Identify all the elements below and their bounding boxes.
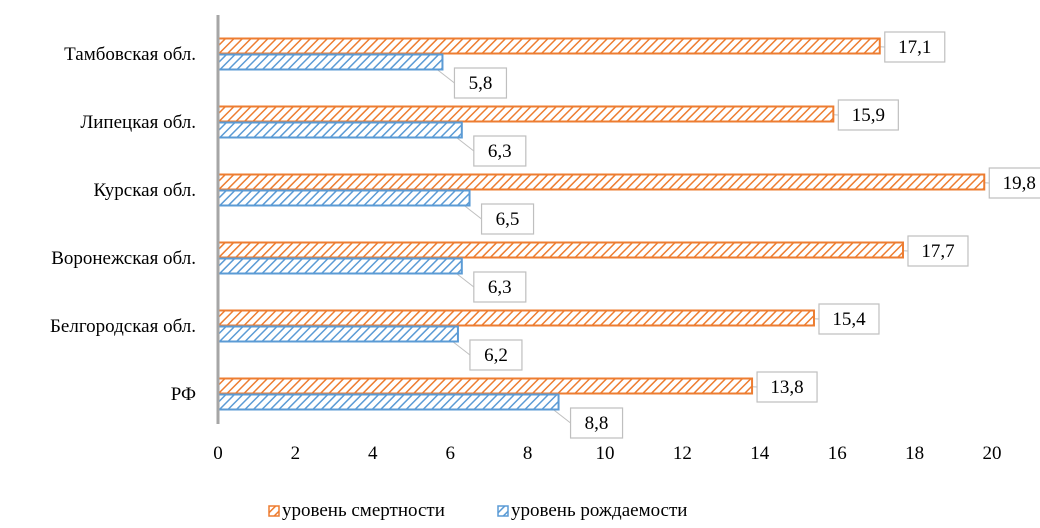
data-label-mortality: 17,7 bbox=[921, 241, 954, 262]
x-tick-label: 2 bbox=[291, 443, 301, 464]
bar-birth bbox=[217, 257, 463, 275]
category-labels: Тамбовская обл. Липецкая обл. Курская обл.… bbox=[50, 44, 196, 405]
data-label-birth: 6,3 bbox=[488, 141, 512, 162]
category-label: Липецкая обл. bbox=[80, 112, 196, 133]
x-tick-label: 10 bbox=[596, 443, 615, 464]
legend-label-mortality: уровень смертности bbox=[282, 500, 445, 521]
data-label-box bbox=[756, 371, 818, 403]
x-tick-label: 0 bbox=[213, 443, 223, 464]
bar-birth bbox=[217, 189, 471, 207]
data-label-birth: 6,3 bbox=[488, 277, 512, 298]
data-label-box bbox=[569, 407, 624, 439]
legend-swatch-birth bbox=[497, 505, 509, 517]
x-tick-label: 18 bbox=[905, 443, 924, 464]
x-tick-label: 20 bbox=[983, 443, 1002, 464]
x-tick-label: 6 bbox=[445, 443, 455, 464]
bar-birth bbox=[217, 393, 560, 411]
data-label-box bbox=[473, 135, 527, 167]
data-label-box bbox=[818, 303, 880, 335]
data-label-mortality: 19,8 bbox=[1003, 173, 1036, 194]
data-label-box bbox=[988, 167, 1040, 199]
bar-mortality bbox=[217, 309, 815, 327]
data-label-birth: 5,8 bbox=[469, 73, 493, 94]
bar-birth bbox=[217, 325, 459, 343]
x-tick-label: 14 bbox=[750, 443, 770, 464]
bar-mortality bbox=[217, 377, 754, 395]
data-label-birth: 6,2 bbox=[484, 345, 508, 366]
x-tick-label: 8 bbox=[523, 443, 533, 464]
data-label-birth: 6,5 bbox=[496, 209, 520, 230]
data-labels: 17,1 5,8 15,9 6,3 19,8 6,5 17,7 6,3 15,4 6,2 13,8 8… bbox=[453, 31, 1040, 439]
data-label-box bbox=[907, 235, 969, 267]
data-label-box bbox=[469, 339, 523, 371]
category-label: Белгородская обл. bbox=[50, 316, 196, 337]
legend: уровень смертности уровень рождаемости bbox=[268, 500, 687, 521]
bar-mortality bbox=[217, 173, 986, 191]
x-tick-labels: 0 2 4 6 8 10 12 14 16 18 20 bbox=[213, 443, 1001, 464]
legend-label-birth: уровень рождаемости bbox=[511, 500, 687, 521]
data-label-mortality: 15,9 bbox=[852, 105, 885, 126]
data-label-box bbox=[884, 31, 946, 63]
category-label: Воронежская обл. bbox=[51, 248, 196, 269]
bars bbox=[217, 37, 986, 411]
data-label-box bbox=[480, 203, 535, 235]
bar-birth bbox=[217, 53, 444, 71]
category-label: Тамбовская обл. bbox=[64, 44, 196, 65]
x-tick-label: 12 bbox=[673, 443, 692, 464]
data-label-box bbox=[837, 99, 899, 131]
bar-mortality bbox=[217, 37, 881, 55]
category-label: Курская обл. bbox=[94, 180, 196, 201]
bar-mortality bbox=[217, 105, 835, 123]
bar-mortality bbox=[217, 241, 904, 259]
x-tick-label: 4 bbox=[368, 443, 378, 464]
data-label-mortality: 13,8 bbox=[770, 377, 803, 398]
data-label-birth: 8,8 bbox=[585, 413, 609, 434]
data-label-box bbox=[453, 67, 508, 99]
category-label: РФ bbox=[171, 384, 196, 405]
data-label-box bbox=[473, 271, 527, 303]
data-label-mortality: 15,4 bbox=[832, 309, 866, 330]
legend-swatch-mortality bbox=[268, 505, 280, 517]
bar-birth bbox=[217, 121, 463, 139]
x-tick-label: 16 bbox=[828, 443, 847, 464]
data-label-mortality: 17,1 bbox=[898, 37, 931, 58]
